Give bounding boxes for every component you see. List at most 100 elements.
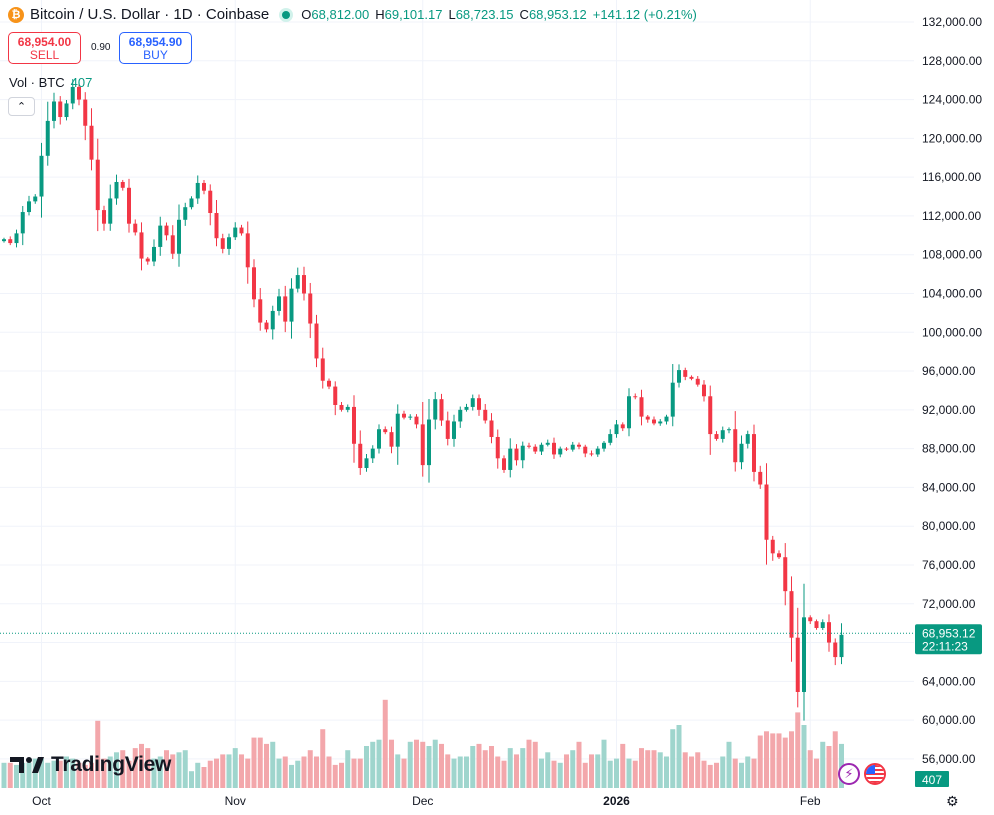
candle-body <box>745 434 750 444</box>
volume-bar <box>351 758 357 788</box>
x-tick-label: Nov <box>225 794 246 808</box>
candle-body <box>2 239 6 242</box>
volume-bar <box>520 748 526 788</box>
candle-body <box>427 419 431 466</box>
x-tick-label: Feb <box>800 794 821 808</box>
volume-bar <box>576 741 582 788</box>
volume-bar <box>595 754 601 788</box>
low-value: 68,723.15 <box>455 7 514 22</box>
candle-body <box>702 384 706 397</box>
volume-bar <box>201 767 207 788</box>
symbol-title[interactable]: Bitcoin / U.S. Dollar · 1D · Coinbase <box>30 6 270 23</box>
volume-bar <box>14 764 19 788</box>
volume-bar <box>826 746 832 788</box>
last-price-badge <box>915 624 982 655</box>
candle-body <box>102 210 106 224</box>
candle-body <box>77 86 81 100</box>
candle-body <box>33 196 38 202</box>
volume-bar <box>489 746 494 788</box>
y-tick-label: 72,000.00 <box>922 597 976 611</box>
candle-body <box>658 421 663 424</box>
volume-bar <box>195 762 201 788</box>
chevron-up-icon: ⌃ <box>16 101 27 113</box>
candle-body <box>408 416 413 418</box>
last-volume-badge <box>915 771 949 787</box>
volume-bar <box>551 760 557 788</box>
volume-bar <box>464 756 469 788</box>
x-tick-label: Oct <box>32 794 51 808</box>
buy-button[interactable]: 68,954.90 BUY <box>119 32 192 64</box>
volume-bar <box>639 748 644 788</box>
candle-body <box>333 386 338 405</box>
volume-bar <box>701 760 707 788</box>
volume-bar <box>795 712 801 788</box>
volume-bar <box>89 762 94 788</box>
candle-body <box>577 444 581 447</box>
lightning-icon[interactable]: ⚡ <box>838 763 860 785</box>
candle-body <box>620 424 625 429</box>
candle-body <box>570 444 575 450</box>
candle-body <box>20 212 25 234</box>
volume-bar <box>614 758 619 788</box>
volume-bar <box>326 756 332 788</box>
candle-body <box>639 397 644 417</box>
candle-body <box>733 429 738 463</box>
volume-bar <box>539 758 544 788</box>
volume-bar <box>64 756 69 788</box>
symbol-header: ₿ Bitcoin / U.S. Dollar · 1D · Coinbase … <box>8 6 697 23</box>
candle-body <box>714 434 719 439</box>
volume-bar <box>76 762 82 788</box>
candle-body <box>39 155 44 197</box>
tradingview-logo[interactable]: TradingView <box>10 753 171 777</box>
candle-body <box>820 622 825 628</box>
volume-bar <box>126 760 132 788</box>
x-tick-label: 2026 <box>603 794 630 808</box>
y-tick-label: 92,000.00 <box>922 403 976 417</box>
volume-bar <box>582 762 588 788</box>
volume-bar <box>320 729 326 788</box>
candle-body <box>370 448 375 459</box>
volume-bar <box>757 735 763 788</box>
volume-bar <box>501 760 507 788</box>
candle-body <box>564 448 569 450</box>
candle-body <box>283 296 288 322</box>
volume-bar <box>145 748 151 788</box>
y-tick-label: 80,000.00 <box>922 519 976 533</box>
y-tick-label: 124,000.00 <box>922 93 982 107</box>
candle-body <box>614 424 619 435</box>
candle-body <box>645 416 650 420</box>
us-flag-icon[interactable] <box>864 763 886 785</box>
candle-body <box>314 323 319 359</box>
volume-bar <box>101 758 107 788</box>
volume-bar <box>364 746 369 788</box>
candle-body <box>802 617 806 692</box>
y-tick-label: 76,000.00 <box>922 558 976 572</box>
candle-body <box>8 239 13 244</box>
last-volume-label: 407 <box>922 773 942 787</box>
candle-body <box>183 207 188 220</box>
candle-body <box>89 125 94 160</box>
volume-bar <box>751 758 757 788</box>
candle-body <box>720 430 725 439</box>
candle-body <box>45 120 50 156</box>
volume-bar <box>695 752 701 788</box>
volume-bar <box>270 741 276 788</box>
volume-bar <box>332 764 338 788</box>
volume-bar <box>120 750 126 788</box>
candle-body <box>589 453 594 455</box>
volume-legend[interactable]: Vol · BTC 407 <box>9 75 92 90</box>
sell-button[interactable]: 68,954.00 SELL <box>8 32 81 64</box>
candle-body <box>483 409 488 421</box>
candle-body <box>108 198 113 224</box>
candle-body <box>345 406 350 410</box>
candle-body <box>127 187 131 224</box>
volume-bar <box>457 756 463 788</box>
volume-bar <box>57 760 63 788</box>
volume-bar <box>407 741 413 788</box>
close-value: 68,953.12 <box>528 7 587 22</box>
y-tick-label: 132,000.00 <box>922 15 982 29</box>
candle-body <box>652 419 656 424</box>
settings-gear-icon[interactable]: ⚙ <box>946 793 959 809</box>
collapse-legend-button[interactable]: ⌃ <box>8 97 35 116</box>
